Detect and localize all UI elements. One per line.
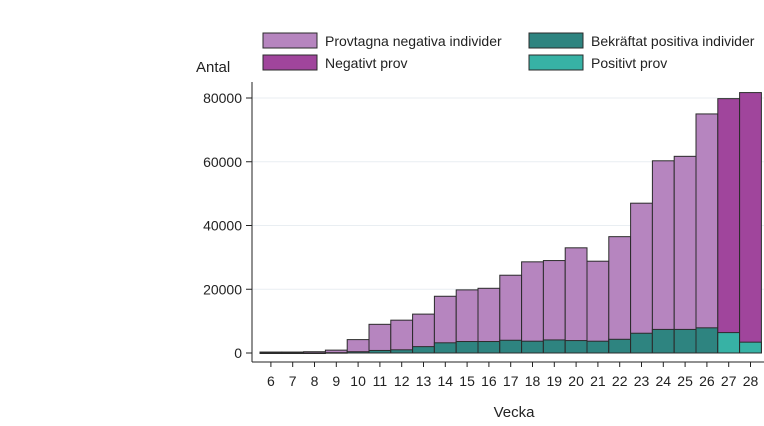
legend-swatch <box>262 54 318 71</box>
bar-bekr-ftat-positiva-individer <box>324 352 348 354</box>
x-tick-label: 23 <box>634 373 650 389</box>
bar-bekr-ftat-positiva-individer <box>651 328 675 354</box>
y-tick-label: 80000 <box>203 90 242 106</box>
bar-positivt-prov <box>739 341 762 354</box>
bar-bekr-ftat-positiva-individer <box>673 328 697 354</box>
x-tick-label: 24 <box>656 373 672 389</box>
bar-provtagna-negativa-individer <box>651 160 675 354</box>
bar-provtagna-negativa-individer <box>368 323 392 354</box>
bar-bekr-ftat-positiva-individer <box>477 341 501 354</box>
x-tick-label: 25 <box>677 373 693 389</box>
bar-bekr-ftat-positiva-individer <box>586 340 610 354</box>
x-tick-label: 14 <box>438 373 454 389</box>
bar-positivt-prov <box>717 332 741 354</box>
y-tick-label: 60000 <box>203 154 242 170</box>
x-tick-label: 18 <box>525 373 541 389</box>
bar-provtagna-negativa-individer <box>608 236 632 354</box>
bar-provtagna-negativa-individer <box>542 260 566 354</box>
bar-bekr-ftat-positiva-individer <box>455 341 479 354</box>
x-tick-label: 6 <box>267 373 275 389</box>
y-axis-label: Antal <box>196 59 230 76</box>
legend-label: Bekräftat positiva individer <box>591 33 755 49</box>
x-tick-label: 7 <box>289 373 297 389</box>
bar-bekr-ftat-positiva-individer <box>433 342 457 354</box>
bar-provtagna-negativa-individer <box>521 261 544 354</box>
bar-provtagna-negativa-individer <box>630 202 653 354</box>
x-tick-label: 26 <box>699 373 715 389</box>
legend-swatch <box>528 54 584 71</box>
legend-label: Provtagna negativa individer <box>325 33 502 49</box>
x-tick-label: 20 <box>568 373 584 389</box>
bar-bekr-ftat-positiva-individer <box>303 352 326 354</box>
legend-label: Positivt prov <box>591 55 667 71</box>
bar-bekr-ftat-positiva-individer <box>499 339 523 354</box>
bar-provtagna-negativa-individer <box>586 260 610 354</box>
bar-bekr-ftat-positiva-individer <box>695 327 719 354</box>
x-tick-label: 27 <box>721 373 737 389</box>
y-tick-label: 40000 <box>203 218 242 234</box>
bar-bekr-ftat-positiva-individer <box>281 352 305 354</box>
bar-bekr-ftat-positiva-individer <box>412 346 435 354</box>
bar-bekr-ftat-positiva-individer <box>346 351 370 354</box>
legend-swatch <box>528 32 584 49</box>
bar-bekr-ftat-positiva-individer <box>390 349 414 354</box>
bar-negativt-prov <box>717 98 741 354</box>
x-tick-label: 21 <box>590 373 606 389</box>
x-tick-label: 22 <box>612 373 628 389</box>
x-tick-label: 13 <box>416 373 432 389</box>
bar-bekr-ftat-positiva-individer <box>521 340 544 354</box>
bar-bekr-ftat-positiva-individer <box>542 339 566 354</box>
y-tick-label: 20000 <box>203 281 242 297</box>
bar-provtagna-negativa-individer <box>346 339 370 354</box>
x-axis-label: Vecka <box>494 404 536 421</box>
bar-bekr-ftat-positiva-individer <box>630 332 653 354</box>
x-tick-label: 16 <box>481 373 497 389</box>
x-tick-label: 15 <box>459 373 475 389</box>
bar-provtagna-negativa-individer <box>564 247 588 354</box>
bar-bekr-ftat-positiva-individer <box>368 349 392 354</box>
y-tick-label: 0 <box>234 345 242 361</box>
x-tick-label: 19 <box>547 373 563 389</box>
bar-bekr-ftat-positiva-individer <box>608 338 632 354</box>
legend-swatch <box>262 32 318 49</box>
x-tick-label: 12 <box>394 373 410 389</box>
chart-svg: 0 20000 40000 60000 80000 Antal 6 7 8 9 10 11 12 13 14… <box>196 32 764 421</box>
bar-bekr-ftat-positiva-individer <box>259 352 283 354</box>
bar-provtagna-negativa-individer <box>695 113 719 354</box>
x-tick-label: 8 <box>311 373 319 389</box>
x-tick-label: 28 <box>743 373 759 389</box>
bar-negativt-prov <box>739 92 762 354</box>
chart-frame: 0 20000 40000 60000 80000 Antal 6 7 8 9 10 11 12 13 14… <box>88 0 764 426</box>
x-tick-label: 9 <box>332 373 340 389</box>
x-tick-label: 17 <box>503 373 519 389</box>
x-tick-label: 10 <box>350 373 366 389</box>
legend-label: Negativt prov <box>325 55 407 71</box>
bar-provtagna-negativa-individer <box>673 155 697 354</box>
bar-provtagna-negativa-individer <box>390 319 414 354</box>
bar-bekr-ftat-positiva-individer <box>564 340 588 354</box>
x-tick-label: 11 <box>373 373 388 389</box>
